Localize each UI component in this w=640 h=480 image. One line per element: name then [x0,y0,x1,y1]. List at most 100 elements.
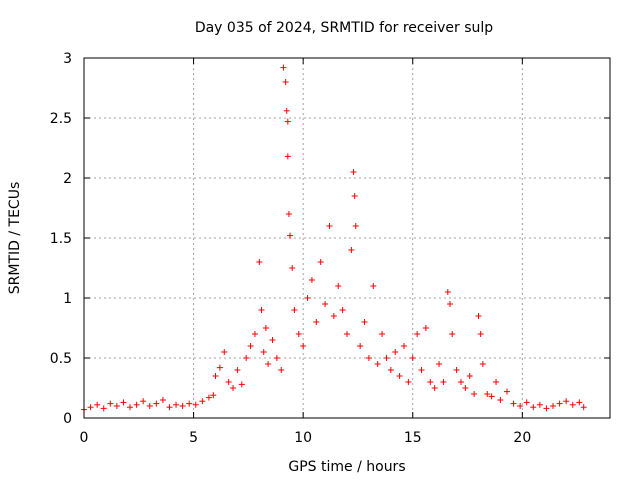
data-point [100,405,107,412]
data-point [278,367,285,373]
data-point [405,379,412,385]
x-tick-label: 10 [294,430,312,446]
data-point [284,153,291,160]
data-point [576,399,583,406]
y-axis-label: SRMTID / TECUs [7,182,23,295]
data-point [580,404,587,411]
data-point [569,401,576,408]
data-point [262,325,269,331]
data-point [550,403,557,409]
data-point [477,331,484,337]
y-tick-label: 0.5 [50,351,72,367]
axis-ticks: 0 0.5 1 1.5 2 2.5 3 0 5 10 15 20 [50,51,610,446]
plot-frame [83,57,611,419]
data-point [260,349,267,355]
data-point [265,361,272,367]
data-point [479,361,486,367]
y-tick-label: 2 [63,171,72,187]
data-point [436,361,443,367]
data-point [348,247,355,253]
data-point [258,307,265,313]
data-point [287,232,294,239]
data-point [251,331,258,337]
data-point [484,391,491,397]
data-point [517,403,524,409]
x-tick-label: 15 [404,430,422,446]
grid-lines [84,58,610,418]
data-point [179,403,186,409]
data-point [383,355,390,361]
data-point [466,373,473,379]
data-point [295,331,302,337]
data-point [153,400,160,407]
y-tick-label: 1 [63,291,72,307]
data-point [304,295,311,301]
data-point [210,392,217,399]
data-point [361,319,368,325]
data-point [120,399,127,406]
data-point [291,307,298,313]
data-point [256,259,263,265]
data-point [326,223,333,229]
data-point [370,283,377,289]
y-tick-label: 0 [63,411,72,427]
x-axis-label: GPS time / hours [288,459,405,475]
data-point [269,337,276,343]
y-tick-label: 1.5 [50,231,72,247]
y-tick-label: 3 [63,51,72,67]
x-tick-label: 0 [80,430,89,446]
data-point [563,398,570,405]
y-tick-label: 2.5 [50,111,72,127]
data-point [335,283,342,289]
data-point [212,373,219,379]
data-point [166,404,173,411]
data-point [350,169,357,175]
data-point [387,367,394,373]
data-point [352,223,359,229]
data-point [396,373,403,379]
data-point [475,313,482,319]
data-point [300,343,307,349]
data-point [449,331,456,337]
data-point [418,367,425,373]
data-point [431,385,438,391]
data-point [289,265,296,271]
data-point [510,400,517,407]
data-point [488,393,495,400]
data-point [225,379,232,385]
data-point [216,364,223,371]
data-point [284,118,291,125]
data-point [344,331,350,337]
data-point [243,355,250,361]
data-points [81,64,587,413]
data-point [379,331,386,337]
data-point [457,379,464,385]
data-point [493,379,500,385]
data-point [192,401,199,408]
data-point [427,379,434,385]
data-point [447,301,454,307]
data-point [234,367,241,373]
data-point [530,404,537,411]
data-point [107,400,114,407]
data-point [221,349,228,355]
data-point [414,331,421,337]
data-point [317,259,324,265]
data-point [173,401,180,408]
data-point [497,397,504,403]
data-point [199,398,206,405]
data-point [238,381,245,388]
data-point [440,379,447,385]
data-point [365,355,372,361]
data-point [471,391,478,397]
data-point [285,211,292,217]
data-point [536,401,543,408]
data-point [247,343,254,349]
data-point [283,107,290,114]
data-point [133,401,140,408]
data-point [523,399,530,406]
data-point [280,64,287,71]
chart-title: Day 035 of 2024, SRMTID for receiver sul… [195,20,493,36]
data-point [462,385,469,391]
